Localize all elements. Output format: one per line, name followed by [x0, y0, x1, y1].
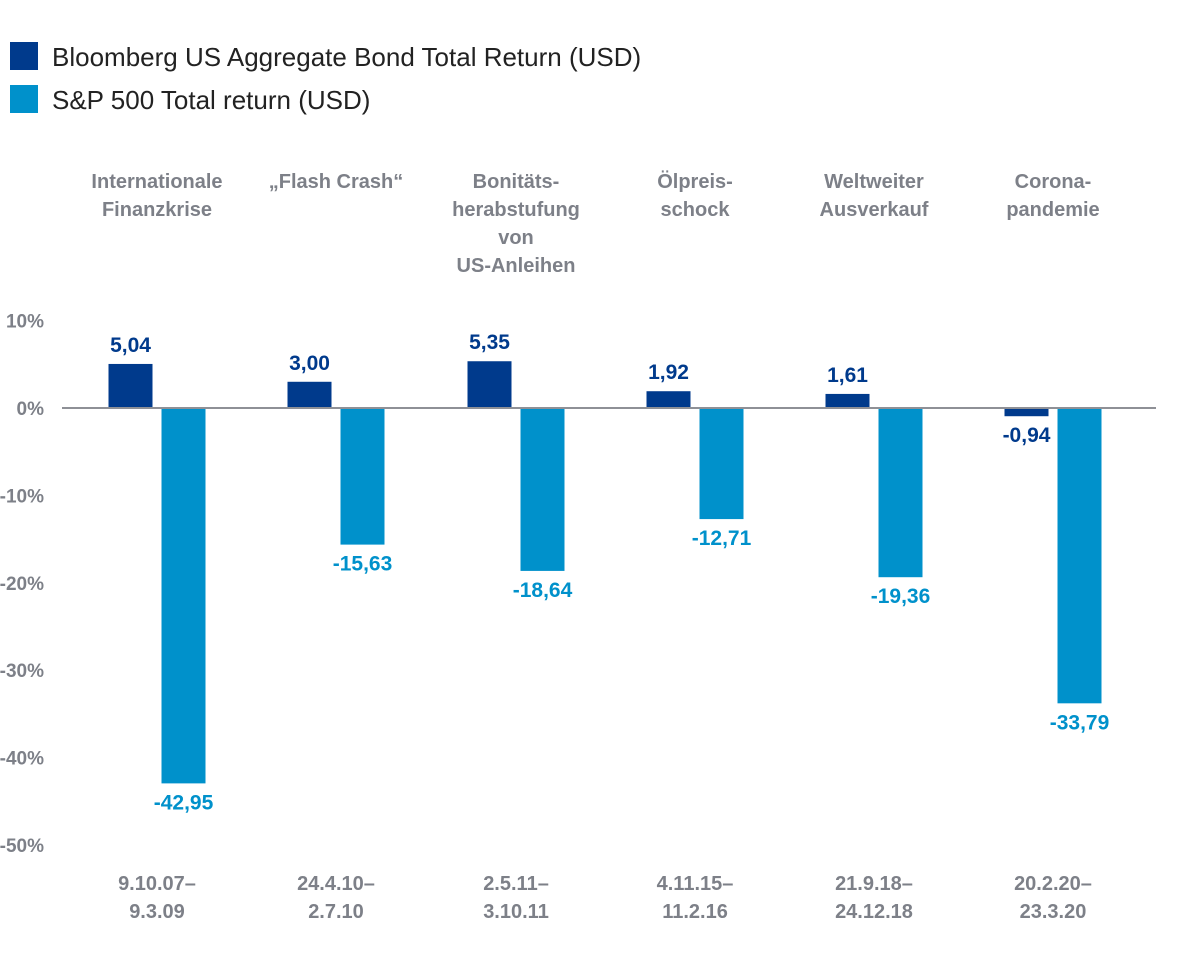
- legend-swatch-2: [10, 85, 38, 113]
- y-tick-label: -30%: [0, 661, 44, 682]
- bond-bar: [108, 363, 153, 408]
- bond-value-label: 5,35: [469, 331, 510, 354]
- category-label-line: Weltweiter: [824, 171, 924, 193]
- sp500-value-label: -12,71: [692, 527, 752, 550]
- date-range-line: 9.3.09: [129, 901, 185, 923]
- y-tick-label: -50%: [0, 836, 44, 857]
- bond-bar: [646, 391, 691, 408]
- date-labels: 9.10.07– 9.3.09 24.4.10– 2.7.10 2.5.11– 3.10.…: [118, 873, 1092, 923]
- date-range-label: 4.11.15– 11.2.16: [657, 873, 734, 923]
- sp500-value-label: -33,79: [1050, 711, 1110, 734]
- bond-value-label: 5,04: [110, 334, 151, 357]
- sp500-value-label: -19,36: [871, 585, 931, 608]
- category-label-line: „Flash Crash“: [269, 171, 403, 193]
- category-label: Internationale Finanzkrise: [91, 171, 222, 221]
- date-range-label: 24.4.10– 2.7.10: [297, 873, 375, 923]
- legend-label-1: Bloomberg US Aggregate Bond Total Return…: [52, 42, 641, 72]
- category-label-line: von: [498, 227, 534, 249]
- sp500-value-label: -18,64: [513, 579, 573, 602]
- date-range-label: 9.10.07– 9.3.09: [118, 873, 196, 923]
- category-label: „Flash Crash“: [269, 171, 403, 193]
- category-label: Bonitäts-herabstufung von US-Anleihen: [452, 171, 580, 277]
- category-label: Weltweiter Ausverkauf: [820, 171, 929, 221]
- date-range-line: 3.10.11: [483, 901, 549, 923]
- bond-bar: [1004, 408, 1049, 417]
- sp500-bar: [699, 408, 744, 520]
- bond-value-label: -0,94: [1003, 424, 1051, 447]
- category-label-line: Finanzkrise: [102, 199, 212, 221]
- date-range-line: 11.2.16: [662, 901, 728, 923]
- legend-label-2: S&P 500 Total return (USD): [52, 85, 370, 115]
- category-label-line: Bonitäts-: [473, 171, 560, 193]
- category-label-line: pandemie: [1006, 199, 1099, 221]
- date-range-label: 20.2.20– 23.3.20: [1014, 873, 1092, 923]
- date-range-line: 9.10.07–: [118, 873, 196, 895]
- category-label: Ölpreis-schock: [657, 170, 733, 221]
- date-range-line: 21.9.18–: [835, 873, 913, 895]
- bars: [108, 361, 1102, 784]
- sp500-bar: [520, 408, 565, 571]
- date-range-line: 24.12.18: [835, 901, 913, 923]
- category-label-line: Corona-: [1015, 171, 1092, 193]
- date-range-line: 4.11.15–: [657, 873, 734, 895]
- sp500-value-label: -15,63: [333, 553, 393, 576]
- category-label: Corona-pandemie: [1006, 171, 1099, 221]
- y-tick-label: 10%: [6, 312, 44, 333]
- bond-bar: [287, 381, 332, 408]
- date-range-line: 2.5.11–: [483, 873, 549, 895]
- date-range-line: 23.3.20: [1020, 901, 1087, 923]
- category-label-line: Internationale: [91, 171, 222, 193]
- sp500-value-label: -42,95: [154, 791, 214, 814]
- category-label-line: Ausverkauf: [820, 199, 929, 221]
- category-label-line: herabstufung: [452, 199, 580, 221]
- y-tick-label: -40%: [0, 749, 44, 770]
- category-label-line: US-Anleihen: [457, 255, 576, 277]
- category-label-line: schock: [661, 199, 731, 221]
- bond-bar: [825, 393, 870, 408]
- date-range-line: 2.7.10: [308, 901, 364, 923]
- date-range-label: 21.9.18– 24.12.18: [835, 873, 913, 923]
- y-tick-label: -10%: [0, 486, 44, 507]
- bond-value-label: 1,61: [827, 364, 868, 387]
- sp500-bar: [878, 408, 923, 578]
- y-axis: 10% 0% -10% -20% -30% -40% -50%: [0, 312, 44, 857]
- date-range-line: 20.2.20–: [1014, 873, 1092, 895]
- legend-swatch-1: [10, 42, 38, 70]
- legend: Bloomberg US Aggregate Bond Total Return…: [10, 42, 641, 115]
- y-tick-label: -20%: [0, 574, 44, 595]
- date-range-line: 24.4.10–: [297, 873, 375, 895]
- date-range-label: 2.5.11– 3.10.11: [483, 873, 549, 923]
- bond-value-label: 3,00: [289, 352, 330, 375]
- value-labels: 5,04 -42,95 3,00 -15,63 5,35 -18,64 1,92 -12,71…: [110, 331, 1109, 814]
- sp500-bar: [161, 408, 206, 784]
- bond-bar: [467, 361, 512, 408]
- y-tick-label: 0%: [17, 399, 45, 420]
- category-labels: Internationale Finanzkrise „Flash Crash“ Bo…: [91, 170, 1099, 277]
- bond-value-label: 1,92: [648, 361, 689, 384]
- category-label-line: Ölpreis-: [657, 170, 733, 193]
- sp500-bar: [340, 408, 385, 545]
- sp500-bar: [1057, 408, 1102, 704]
